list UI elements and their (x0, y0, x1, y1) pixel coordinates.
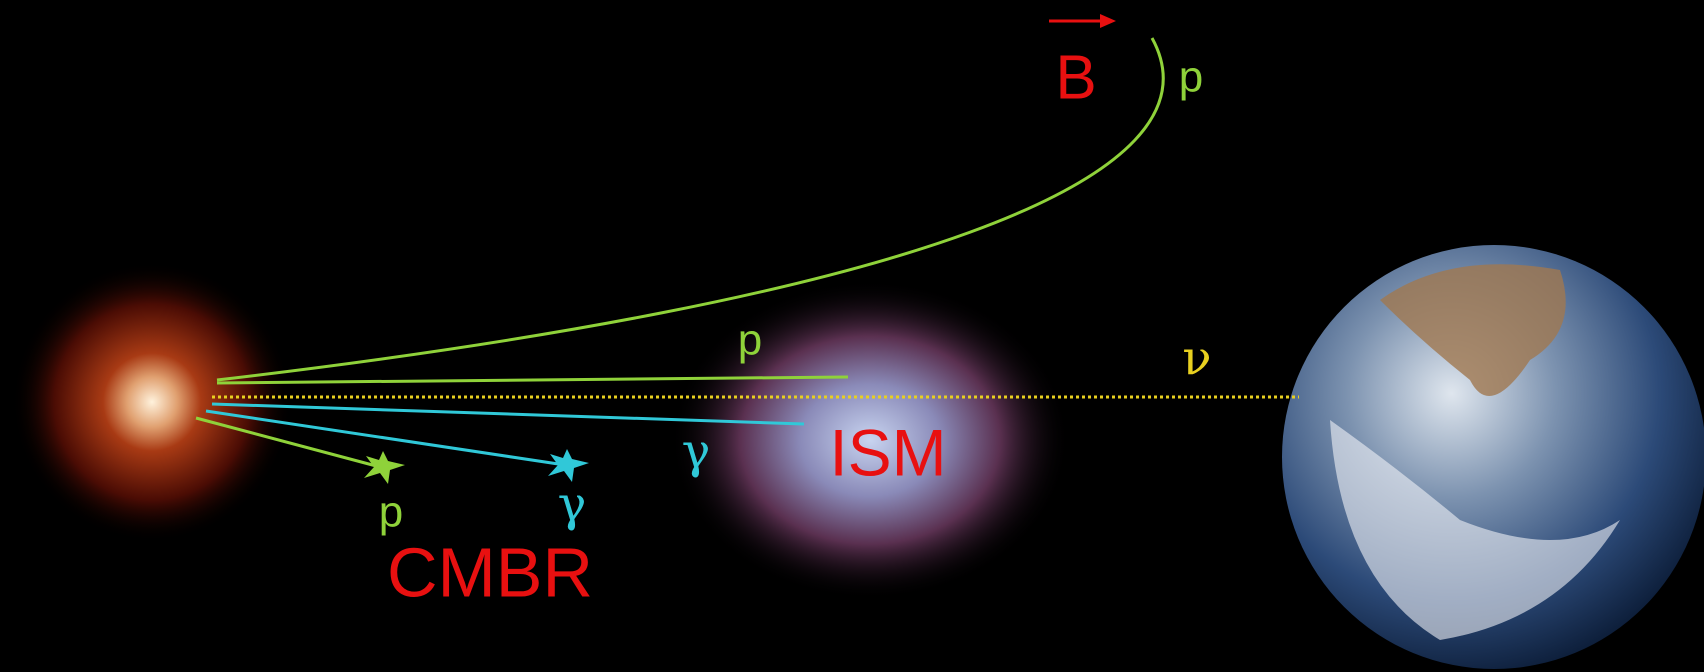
b-arrowhead (1100, 14, 1116, 28)
proton-label: p (379, 488, 403, 537)
cmbr-label: CMBR (387, 533, 593, 611)
cmbr-proton-interaction (364, 451, 405, 484)
page: B p p ν γ ISM p γ CMBR (() => { const da… (0, 0, 1704, 672)
diagram: B p p ν γ ISM p γ CMBR (0, 0, 1704, 672)
gamma-label: γ (558, 477, 587, 533)
neutrino-label: ν (1182, 331, 1211, 387)
proton-label: p (1179, 53, 1203, 102)
b-label: B (1055, 43, 1096, 112)
proton-label: p (738, 316, 762, 365)
gamma-label: γ (682, 424, 711, 480)
ism-label: ISM (829, 415, 946, 489)
source-nebula (12, 262, 292, 542)
deflected-proton-path (217, 38, 1163, 380)
